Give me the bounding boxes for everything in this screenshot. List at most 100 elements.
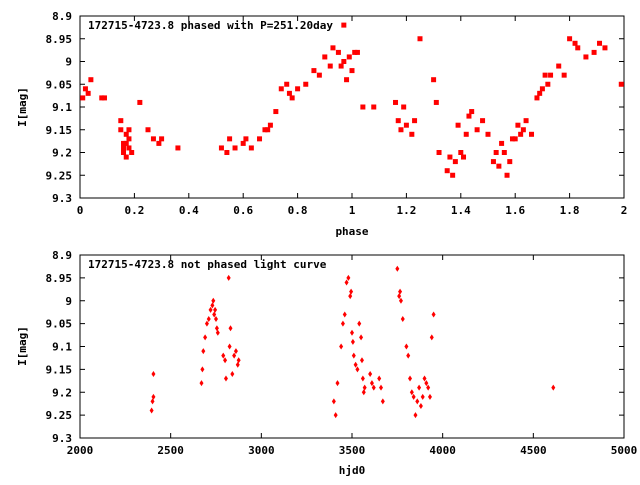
data-point — [602, 45, 608, 51]
data-point — [409, 131, 415, 137]
y-tick-label: 9.05 — [46, 78, 73, 91]
data-point — [150, 136, 156, 142]
data-point — [359, 357, 364, 364]
data-point — [493, 150, 499, 155]
data-point — [215, 329, 220, 336]
data-point — [175, 145, 181, 151]
data-point — [436, 150, 442, 155]
data-point — [369, 380, 374, 387]
data-point — [417, 36, 423, 42]
data-point — [210, 302, 215, 309]
x-axis-label: hjd0 — [339, 464, 366, 477]
y-tick-label: 9.2 — [52, 386, 72, 399]
data-point — [145, 127, 151, 133]
data-point — [567, 36, 573, 42]
data-point — [346, 54, 352, 60]
data-point — [352, 49, 358, 55]
data-point — [121, 140, 127, 146]
data-point — [284, 81, 290, 87]
data-point — [267, 122, 273, 128]
data-point — [371, 384, 376, 391]
data-point — [418, 402, 423, 409]
data-point — [509, 136, 515, 142]
data-point — [126, 145, 132, 151]
y-axis-label: I[mag] — [16, 87, 29, 127]
data-point — [156, 140, 162, 146]
data-point — [583, 54, 589, 60]
data-point — [316, 72, 322, 78]
data-point — [355, 366, 360, 373]
x-tick-label: 0.4 — [179, 204, 199, 217]
data-point — [422, 375, 427, 382]
y-tick-label: 9.3 — [52, 432, 72, 445]
data-point — [211, 297, 216, 304]
data-point — [341, 22, 347, 28]
data-point — [206, 316, 211, 323]
data-point — [461, 154, 467, 160]
data-point — [360, 104, 366, 110]
data-point — [499, 140, 505, 146]
y-axis-label: I[mag] — [16, 326, 29, 366]
x-tick-label: 2 — [621, 204, 628, 217]
data-point — [226, 274, 231, 281]
data-point — [121, 145, 127, 151]
data-point — [221, 352, 226, 359]
data-point — [504, 172, 510, 178]
data-point — [227, 343, 232, 350]
data-point — [362, 384, 367, 391]
data-point — [359, 334, 364, 341]
data-point — [395, 265, 400, 272]
data-point — [151, 370, 156, 377]
data-point — [534, 95, 540, 101]
data-point — [575, 45, 581, 51]
data-point — [395, 118, 401, 124]
data-point — [257, 136, 263, 142]
data-point — [341, 59, 347, 64]
chart-title: 172715-4723.8 phased with P=251.20day — [88, 19, 333, 32]
data-point — [349, 68, 355, 74]
data-point — [224, 150, 230, 155]
data-point — [447, 154, 453, 160]
data-point — [85, 90, 91, 96]
data-point — [597, 40, 603, 46]
x-tick-label: 1.6 — [505, 204, 525, 217]
data-point — [618, 81, 624, 87]
data-point — [377, 375, 382, 382]
data-point — [490, 159, 496, 165]
data-point — [556, 63, 562, 69]
data-point — [218, 145, 224, 151]
data-point — [278, 86, 284, 92]
x-tick-label: 4500 — [520, 444, 547, 457]
data-point — [137, 99, 143, 105]
data-point — [346, 274, 351, 281]
data-point — [311, 68, 317, 74]
data-point — [243, 136, 249, 142]
data-point — [295, 86, 301, 92]
data-point — [348, 293, 353, 300]
y-tick-label: 8.95 — [46, 33, 73, 46]
data-point — [452, 159, 458, 165]
x-axis-label: phase — [335, 225, 368, 238]
y-tick-label: 8.95 — [46, 272, 73, 285]
y-tick-label: 9.25 — [46, 169, 73, 182]
data-point — [212, 311, 217, 318]
data-point — [151, 393, 156, 400]
data-point — [303, 81, 309, 87]
x-tick-label: 1.4 — [451, 204, 471, 217]
data-point — [408, 375, 413, 382]
y-tick-label: 9.1 — [52, 341, 72, 354]
data-point — [368, 370, 373, 377]
data-point — [545, 81, 551, 87]
data-point — [121, 150, 127, 155]
data-point — [529, 131, 535, 137]
x-tick-label: 0.2 — [124, 204, 144, 217]
x-tick-label: 2500 — [157, 444, 184, 457]
data-point — [480, 118, 486, 124]
data-point — [379, 384, 384, 391]
data-point — [342, 311, 347, 318]
y-tick-label: 9.1 — [52, 101, 72, 114]
data-point — [327, 63, 333, 69]
data-point — [403, 122, 409, 128]
data-point — [349, 288, 354, 295]
